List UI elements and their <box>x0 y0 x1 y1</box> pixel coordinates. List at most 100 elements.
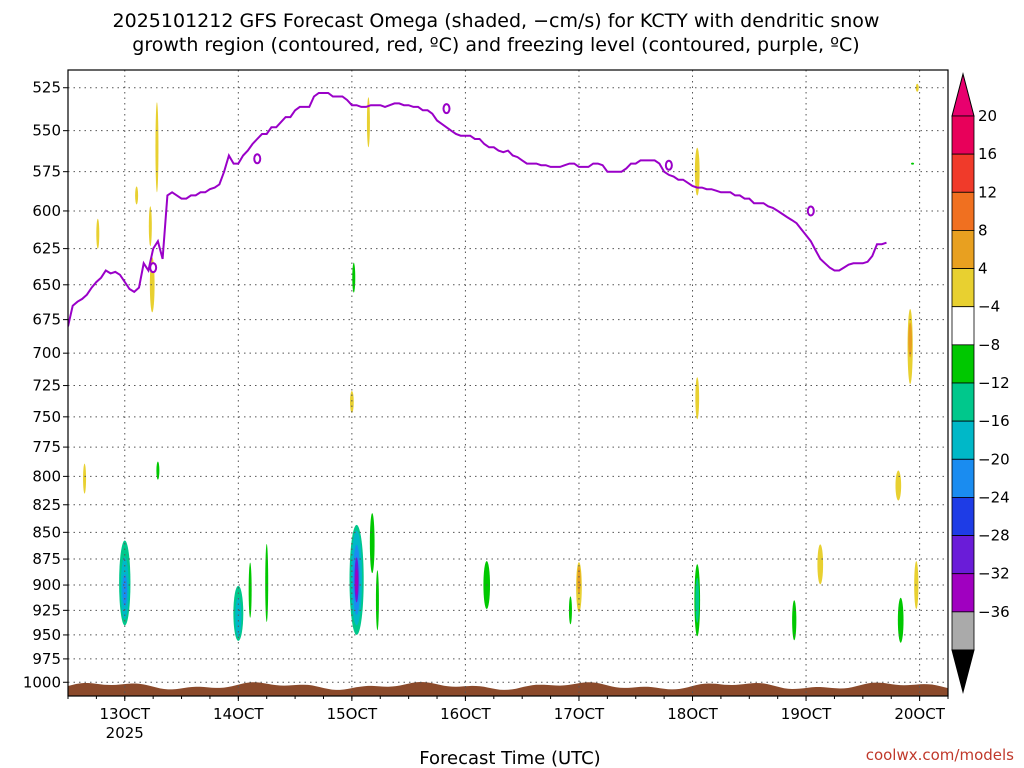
freezing-level-label <box>806 205 815 217</box>
colorbar-label: −12 <box>978 374 1010 392</box>
x-tick-label: 15OCT <box>327 705 378 723</box>
omega-region <box>375 570 379 631</box>
omega-region <box>915 83 919 92</box>
omega-region <box>148 206 152 247</box>
omega-region <box>83 463 87 494</box>
omega-region <box>96 218 100 249</box>
chart-title-line-2: growth region (contoured, red, ºC) and f… <box>132 34 859 56</box>
x-axis-title: Forecast Time (UTC) <box>419 748 600 768</box>
colorbar: 20 16 12 8 4 −4 −8 −12 −16 −20 −24 −28 −32 −36 <box>951 72 1010 694</box>
omega-region <box>895 470 902 501</box>
x-tick-label: 17OCT <box>554 705 605 723</box>
omega-region <box>695 377 700 420</box>
omega-region <box>355 568 359 595</box>
colorbar-label: −32 <box>978 565 1010 583</box>
colorbar-swatch <box>951 382 975 422</box>
y-tick-label: 825 <box>32 496 61 514</box>
omega-region <box>248 562 252 618</box>
omega-region <box>369 513 375 574</box>
terrain-band <box>68 682 948 696</box>
y-tick-label: 950 <box>32 626 61 644</box>
y-tick-label: 625 <box>32 240 61 258</box>
omega-region <box>349 390 354 413</box>
colorbar-label: −24 <box>978 488 1010 506</box>
omega-region <box>366 97 370 148</box>
y-tick-label: 850 <box>32 523 61 541</box>
x-tick-label: 16OCT <box>440 705 491 723</box>
y-tick-label: 750 <box>32 408 61 426</box>
freezing-level-label <box>253 153 262 165</box>
colorbar-label: 4 <box>978 260 988 278</box>
x-tick-label: 13OCT <box>100 705 151 723</box>
colorbar-label: −4 <box>978 298 1000 316</box>
x-tick-label: 14OCT <box>213 705 264 723</box>
colorbar-swatch <box>951 115 975 155</box>
omega-region <box>568 596 572 625</box>
colorbar-bottom-arrow <box>951 649 975 694</box>
y-tick-label: 925 <box>32 601 61 619</box>
colorbar-label: −28 <box>978 527 1010 545</box>
plot-frame <box>67 69 949 697</box>
colorbar-label: −20 <box>978 450 1010 468</box>
colorbar-label: 16 <box>978 145 997 163</box>
colorbar-swatch <box>951 420 975 460</box>
grid <box>68 70 948 696</box>
colorbar-swatch <box>951 611 975 651</box>
colorbar-swatch <box>951 458 975 498</box>
omega-region <box>792 600 797 641</box>
omega-region <box>352 262 356 293</box>
colorbar-top-arrow <box>951 72 975 117</box>
credit-text: coolwx.com/models <box>866 746 1014 764</box>
y-tick-label: 725 <box>32 377 61 395</box>
colorbar-label: 20 <box>978 107 997 125</box>
omega-region <box>265 543 269 622</box>
omega-region <box>577 565 581 594</box>
y-tick-label: 525 <box>32 79 61 97</box>
colorbar-swatch <box>951 153 975 193</box>
terrain <box>68 682 948 696</box>
colorbar-label: 12 <box>978 183 997 201</box>
colorbar-label: −36 <box>978 603 1010 621</box>
x-tick-label: 19OCT <box>781 705 832 723</box>
omega-region <box>155 102 159 193</box>
y-tick-label: 975 <box>32 650 61 668</box>
colorbar-swatch <box>951 268 975 308</box>
y-tick-label: 700 <box>32 344 61 362</box>
y-tick-label: 1000 <box>23 673 61 691</box>
omega-region <box>122 574 128 607</box>
omega-shading <box>83 83 919 643</box>
chart-title-line-1: 2025101212 GFS Forecast Omega (shaded, −… <box>113 10 880 32</box>
colorbar-label: 8 <box>978 221 988 239</box>
freezing-level-label <box>664 159 673 171</box>
colorbar-swatch <box>951 230 975 269</box>
colorbar-swatch <box>951 497 975 536</box>
y-tick-label: 600 <box>32 202 61 220</box>
freezing-level-contour <box>68 92 887 327</box>
y-tick-label: 550 <box>32 122 61 140</box>
omega-region <box>135 186 139 205</box>
x-tick-sublabel: 2025 <box>106 724 144 742</box>
plot-area <box>67 69 949 697</box>
colorbar-swatch <box>951 306 975 346</box>
omega-region <box>908 322 913 358</box>
colorbar-label: −16 <box>978 412 1010 430</box>
omega-region <box>694 147 700 196</box>
colorbar-swatch <box>951 535 975 575</box>
y-tick-label: 675 <box>32 311 61 329</box>
omega-region <box>156 461 160 480</box>
omega-region <box>817 544 824 585</box>
x-tick-label: 18OCT <box>667 705 718 723</box>
y-tick-label: 775 <box>32 438 61 456</box>
y-axis: 525 550 575 600 625 650 675 700 725 750 775 800 825 8… <box>23 79 68 691</box>
colorbar-swatch <box>951 573 975 613</box>
y-tick-label: 575 <box>32 163 61 181</box>
freezing-level-line <box>68 92 887 327</box>
omega-region <box>911 162 915 165</box>
omega-region <box>897 597 904 643</box>
omega-region <box>695 577 700 623</box>
y-tick-label: 800 <box>32 467 61 485</box>
x-tick-label: 20OCT <box>894 705 945 723</box>
colorbar-swatch <box>951 191 975 231</box>
